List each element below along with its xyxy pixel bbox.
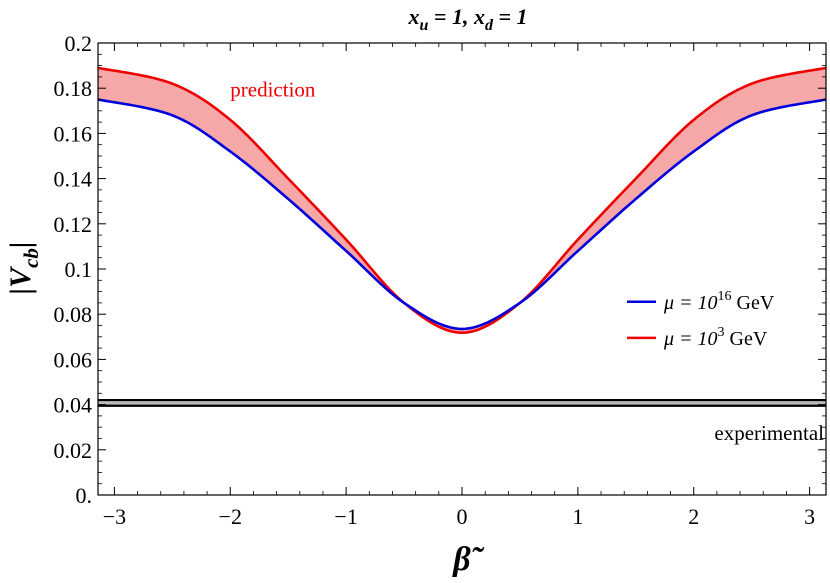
series-line-2 [98,66,826,335]
y-tick-label: 0.08 [54,302,93,327]
experimental-band [98,398,826,407]
x-tick-label: 0 [457,504,468,529]
prediction-label: prediction [230,77,316,101]
legend-label-2: μ = 103 GeV [663,325,768,350]
x-tick-label: −2 [219,504,242,529]
y-tick-label: 0. [76,483,93,508]
y-tick-label: 0.16 [54,121,93,146]
y-tick-label: 0.12 [54,212,93,237]
y-tick-label: 0.18 [54,76,93,101]
y-tick-label: 0.14 [54,167,93,192]
legend: μ = 1016 GeV μ = 103 GeV [627,289,775,350]
legend-label-1: μ = 1016 GeV [663,289,775,314]
experimental-band-fill [98,400,826,406]
y-axis-label: |Vcb| [4,241,43,294]
y-tick-label: 0.02 [54,438,93,463]
y-tick-label: 0.1 [65,257,93,282]
x-axis-label: β̃ [451,541,484,578]
series-line-1 [98,98,826,331]
prediction-band [98,67,826,333]
axis-ticks: −3 −2 −1 0 1 2 3 0. 0.02 0.04 0.06 0.08 0.1 0.12 0.14 0… [54,31,826,529]
x-tick-label: −1 [334,504,357,529]
experimental-label: experimental [714,421,824,445]
chart-title: xu = 1, xd = 1 [408,4,528,34]
x-tick-label: −3 [103,504,126,529]
y-tick-label: 0.06 [54,347,93,372]
y-tick-label: 0.04 [54,393,93,418]
y-tick-label: 0.2 [65,31,93,56]
x-tick-label: 1 [572,504,583,529]
plot-area [98,66,826,407]
series-lines [98,66,826,335]
x-tick-label: 2 [688,504,699,529]
x-tick-label: 3 [804,504,815,529]
